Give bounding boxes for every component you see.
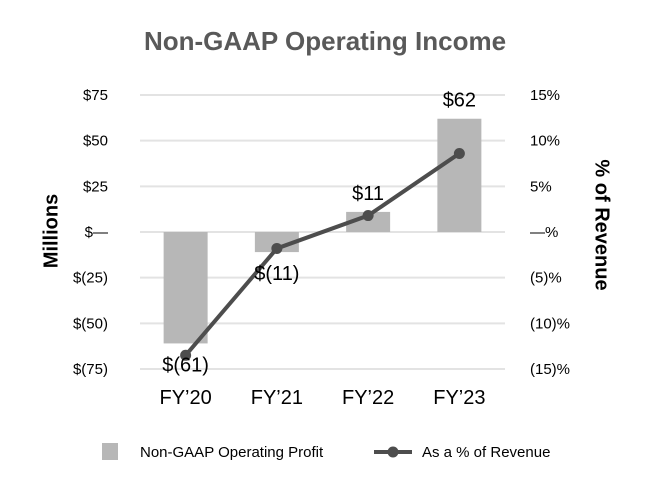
- right-axis-title: % of Revenue: [591, 159, 613, 290]
- legend-line-label: As a % of Revenue: [422, 444, 550, 461]
- left-tick-label: $75: [83, 87, 108, 104]
- bar: [254, 232, 299, 253]
- category-label: FY’21: [251, 387, 303, 409]
- bar-series: [163, 118, 482, 344]
- left-axis-title: Millions: [40, 194, 62, 268]
- line-point: [453, 147, 465, 159]
- data-label: $(11): [254, 263, 299, 285]
- data-label: $(61): [162, 354, 209, 376]
- left-tick-label: $25: [83, 178, 108, 195]
- right-tick-label: 15%: [530, 87, 560, 104]
- legend-bar-label: Non-GAAP Operating Profit: [140, 444, 324, 461]
- bar: [163, 232, 208, 344]
- category-labels: FY’20 FY’21 FY’22 FY’23: [160, 387, 486, 409]
- right-tick-label: 5%: [530, 178, 552, 195]
- right-tick-label: —%: [530, 224, 558, 241]
- bar: [437, 118, 482, 232]
- line-point: [362, 210, 374, 222]
- line-series: [180, 147, 465, 361]
- legend-bar-swatch: [102, 443, 118, 460]
- category-label: FY’23: [433, 387, 485, 409]
- right-tick-label: (15)%: [530, 361, 570, 378]
- legend-line-marker: [387, 446, 399, 458]
- data-label: $62: [443, 90, 476, 112]
- left-tick-label: $(25): [73, 270, 108, 287]
- category-label: FY’22: [342, 387, 394, 409]
- data-label: $11: [352, 183, 384, 205]
- right-tick-label: (10)%: [530, 315, 570, 332]
- line-point: [180, 349, 192, 361]
- data-labels: $(61) $(11) $11 $62: [162, 90, 476, 377]
- left-axis-ticks: $75 $50 $25 $— $(25) $(50) $(75): [73, 87, 108, 378]
- legend: Non-GAAP Operating Profit As a % of Reve…: [102, 443, 550, 461]
- left-tick-label: $50: [83, 133, 108, 150]
- right-tick-label: (5)%: [530, 270, 562, 287]
- series-line: [184, 151, 461, 357]
- left-tick-label: $—: [85, 224, 108, 241]
- right-axis-ticks: 15% 10% 5% —% (5)% (10)% (15)%: [530, 87, 570, 378]
- line-point: [271, 242, 283, 254]
- left-tick-label: $(75): [73, 361, 108, 378]
- left-tick-label: $(50): [73, 315, 108, 332]
- right-tick-label: 10%: [530, 133, 560, 150]
- chart-title: Non-GAAP Operating Income: [144, 26, 506, 56]
- bar: [346, 211, 391, 232]
- category-label: FY’20: [160, 387, 212, 409]
